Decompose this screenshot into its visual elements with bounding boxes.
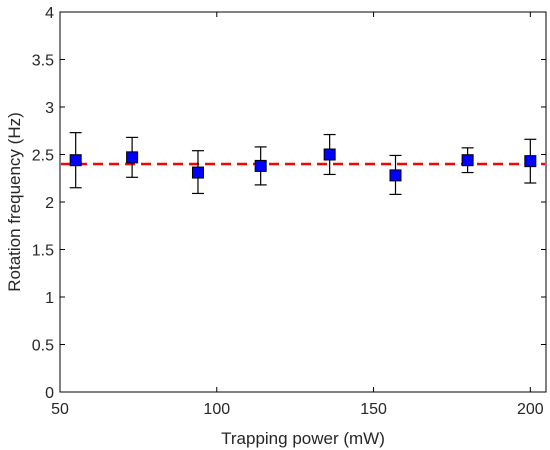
y-tick-label: 3.5: [32, 53, 54, 70]
y-tick-label: 2.5: [32, 148, 54, 165]
x-tick-label: 200: [517, 401, 544, 418]
y-tick-label: 1.5: [32, 243, 54, 260]
y-tick-label: 1: [45, 290, 54, 307]
data-point: [191, 166, 204, 179]
x-axis: 50 100 150 200: [51, 12, 544, 418]
x-tick-label: 50: [51, 401, 69, 418]
y-tick-label: 0: [45, 385, 54, 402]
x-tick-label: 100: [203, 401, 230, 418]
y-tick-label: 4: [45, 5, 54, 22]
data-point: [389, 169, 402, 182]
data-point: [126, 151, 139, 164]
data-point: [323, 148, 336, 161]
x-tick-label: 150: [360, 401, 387, 418]
x-axis-label: Trapping power (mW): [221, 429, 385, 448]
data-point: [69, 154, 82, 167]
data-point: [524, 155, 537, 168]
data-point: [254, 159, 267, 172]
y-axis-label: Rotation frequency (Hz): [5, 112, 24, 292]
y-axis: 0 0.5 1 1.5 2 2.5 3 3.5 4: [32, 5, 546, 402]
y-tick-label: 2: [45, 195, 54, 212]
data-point: [461, 154, 474, 167]
y-tick-label: 3: [45, 100, 54, 117]
y-tick-label: 0.5: [32, 338, 54, 355]
plot-area: [59, 11, 547, 393]
data-point-layer: [69, 132, 537, 195]
